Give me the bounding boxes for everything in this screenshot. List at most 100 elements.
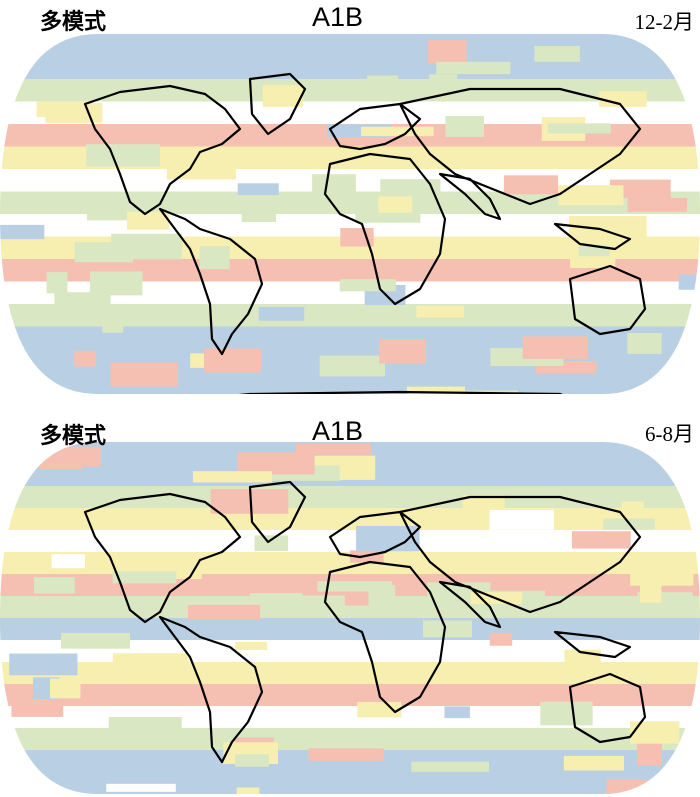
coastline	[398, 495, 642, 614]
anomaly-cell	[423, 370, 491, 382]
coastline	[438, 172, 502, 221]
anomaly-cell	[295, 443, 372, 455]
anomaly-cell	[361, 126, 434, 137]
anomaly-cell	[36, 101, 92, 118]
anomaly-cell	[236, 787, 260, 794]
anomaly-cell	[241, 206, 277, 223]
anomaly-cell	[46, 272, 68, 294]
coastline	[248, 480, 307, 544]
anomaly-cell	[106, 783, 176, 792]
coastline	[553, 630, 632, 659]
coastline	[328, 510, 422, 559]
coastline	[553, 222, 632, 251]
anomaly-cell	[568, 216, 647, 237]
anomaly-cell	[339, 279, 396, 292]
anomaly-cell	[578, 245, 610, 257]
anomaly-cell	[317, 581, 392, 592]
anomaly-cell	[678, 274, 700, 290]
anomaly-cell	[0, 224, 45, 240]
coastline	[248, 72, 307, 136]
anomaly-cell	[86, 144, 161, 167]
anomaly-band	[0, 486, 700, 509]
anomaly-band	[0, 191, 700, 215]
anomaly-band	[0, 728, 700, 751]
anomaly-cell	[54, 292, 111, 310]
anomaly-cell	[203, 348, 262, 373]
anomaly-cell	[187, 604, 261, 620]
anomaly-band	[0, 684, 700, 707]
anomaly-cell	[563, 755, 624, 771]
anomaly-band	[0, 56, 700, 80]
anomaly-cell	[237, 183, 279, 196]
anomaly-cell	[166, 162, 237, 180]
anomaly-cell	[534, 46, 580, 62]
anomaly-cell	[366, 75, 399, 88]
map-panel-dec-feb: 多模式 A1B 12-2月	[0, 0, 700, 398]
anomaly-cell	[262, 85, 304, 107]
coastline	[158, 615, 264, 764]
anomaly-cell	[215, 573, 266, 596]
anomaly-band	[0, 772, 700, 794]
anomaly-cell	[89, 271, 143, 296]
anomaly-cell	[503, 175, 559, 195]
anomaly-cell	[380, 179, 441, 197]
anomaly-cell	[429, 74, 458, 93]
anomaly-cell	[312, 174, 356, 199]
coastline	[438, 580, 502, 629]
anomaly-cell	[49, 678, 81, 699]
anomaly-cell	[102, 316, 124, 333]
coastline	[568, 672, 647, 744]
anomaly-cell	[636, 739, 663, 766]
anomaly-cell	[254, 535, 289, 552]
anomaly-band	[0, 750, 700, 773]
anomaly-band	[0, 304, 700, 328]
anomaly-cell	[412, 672, 462, 684]
coastline	[83, 84, 242, 216]
map-panel-jun-aug: 多模式 A1B 6-8月	[0, 402, 700, 797]
anomaly-band	[0, 259, 700, 283]
anomaly-cell	[570, 254, 616, 268]
anomaly-cell	[237, 452, 315, 475]
anomaly-cell	[627, 197, 688, 212]
anomaly-cell	[609, 179, 671, 199]
anomaly-cell	[489, 509, 554, 530]
anomaly-cell	[663, 778, 700, 789]
anomaly-cell	[379, 339, 426, 364]
coastline	[568, 264, 647, 336]
anomaly-cell	[411, 761, 490, 772]
anomaly-cell	[60, 632, 130, 649]
anomaly-cell	[126, 211, 170, 230]
anomaly-cell	[112, 571, 177, 584]
anomaly-band	[0, 34, 700, 58]
anomaly-cell	[308, 748, 384, 761]
anomaly-cell	[599, 91, 647, 107]
anomaly-band	[0, 101, 700, 125]
anomaly-cell	[630, 563, 694, 586]
anomaly-cell	[235, 754, 269, 767]
anomaly-cell	[462, 495, 505, 514]
anomaly-cell	[427, 40, 467, 64]
anomaly-cell	[640, 577, 662, 603]
anomaly-cell	[235, 641, 268, 651]
anomaly-cell	[9, 653, 78, 676]
world-map	[0, 34, 700, 394]
anomaly-cell	[378, 196, 413, 213]
anomaly-cell	[11, 703, 64, 717]
anomaly-cell	[108, 716, 182, 733]
scenario-label: A1B	[312, 2, 364, 32]
anomaly-cell	[368, 584, 396, 608]
coastline	[143, 390, 592, 394]
anomaly-cell	[406, 386, 466, 394]
coastline	[83, 492, 242, 624]
anomaly-cell	[199, 246, 230, 270]
coastline	[328, 102, 422, 151]
anomaly-cell	[558, 185, 624, 206]
coastline	[158, 207, 264, 356]
anomaly-cell	[422, 620, 473, 638]
anomaly-cell	[621, 501, 644, 520]
anomaly-cell	[547, 123, 611, 134]
anomaly-cell	[51, 554, 85, 569]
world-map	[0, 442, 700, 794]
anomaly-cell	[571, 531, 631, 549]
anomaly-cell	[489, 632, 513, 646]
